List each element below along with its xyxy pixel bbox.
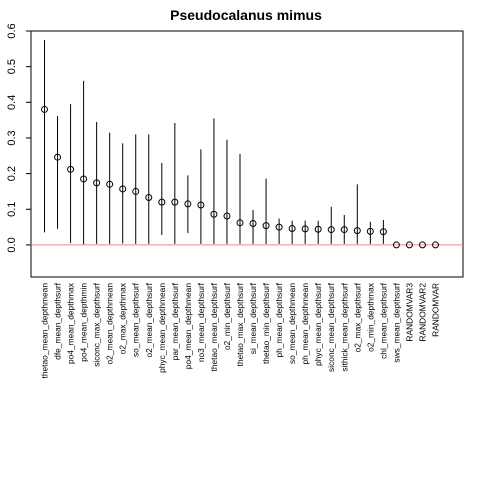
- marks-layer: [41, 39, 439, 249]
- data-point: [366, 227, 374, 235]
- data-point: [262, 222, 270, 230]
- data-point: [93, 179, 101, 187]
- data-point: [210, 210, 218, 218]
- x-category-label: thetao_max_depthsurf: [235, 282, 245, 366]
- data-point: [418, 241, 426, 249]
- x-category-label: si_mean_depthsurf: [248, 282, 258, 354]
- x-category-label: siconc_mean_depthsurf: [326, 282, 336, 372]
- y-axis: 0.0 0.1 0.2 0.3 0.4 0.5 0.6: [6, 23, 31, 253]
- y-tick-label: 0.5: [6, 59, 18, 74]
- x-category-label: RANDOMVAR: [431, 283, 441, 337]
- x-category-label: po4_mean_depthmax: [66, 282, 76, 364]
- x-category-label: o2_min_depthmax: [365, 282, 375, 352]
- data-point: [119, 185, 127, 193]
- x-category-label: sithick_mean_depthsurf: [339, 282, 349, 371]
- x-category-label: o2_min_depthsurf: [222, 282, 232, 350]
- x-category-label: o2_max_depthsurf: [352, 282, 362, 352]
- data-point: [314, 225, 322, 233]
- data-point: [145, 193, 153, 201]
- data-point: [236, 219, 244, 227]
- y-tick-label: 0.4: [6, 95, 18, 110]
- data-point: [54, 153, 62, 161]
- x-category-label: no3_mean_depthsurf: [196, 282, 206, 362]
- data-point: [106, 180, 114, 188]
- data-point: [223, 212, 231, 220]
- y-tick-label: 0.0: [6, 237, 18, 252]
- x-category-label: dfe_mean_depthsurf: [53, 282, 63, 359]
- x-category-label: po4_mean_depthmin: [79, 283, 89, 362]
- data-point: [80, 175, 88, 183]
- x-category-label: siconc_max_depthsurf: [92, 282, 102, 366]
- data-point: [67, 165, 75, 173]
- data-point: [301, 225, 309, 233]
- x-axis-labels: thetao_mean_depthmean dfe_mean_depthsurf p…: [40, 282, 441, 378]
- plot-frame: [30, 30, 464, 278]
- chart-title: Pseudocalanus mimus: [170, 7, 322, 23]
- x-category-label: ph_mean_depthsurf: [274, 282, 284, 357]
- data-point: [41, 105, 48, 113]
- data-point: [249, 220, 257, 228]
- x-category-label: thetao_min_depthsurf: [261, 282, 271, 364]
- data-point: [353, 227, 361, 235]
- data-point: [379, 228, 387, 236]
- x-category-label: RANDOMVAR3: [404, 283, 414, 342]
- data-point: [158, 198, 166, 206]
- data-point: [288, 225, 296, 233]
- x-category-label: chl_mean_depthsurf: [378, 282, 388, 359]
- data-point: [392, 241, 400, 249]
- data-point: [275, 223, 283, 231]
- x-category-label: so_mean_depthmean: [287, 283, 297, 364]
- data-point: [340, 226, 348, 234]
- x-category-label: sws_mean_depthsurf: [391, 282, 401, 362]
- data-point: [184, 200, 192, 208]
- x-category-label: phyc_mean_depthsurf: [313, 282, 323, 366]
- y-tick-label: 0.3: [6, 130, 18, 145]
- y-tick-label: 0.1: [6, 202, 18, 217]
- x-category-label: o2_mean_depthmean: [105, 283, 115, 365]
- x-category-label: ph_mean_depthmean: [300, 283, 310, 365]
- data-point: [132, 187, 140, 195]
- data-point: [327, 226, 335, 234]
- data-point: [432, 241, 439, 249]
- data-point: [171, 198, 179, 206]
- data-point: [197, 201, 205, 209]
- x-category-label: o2_mean_depthsurf: [144, 282, 154, 357]
- x-category-label: thetao_mean_depthmean: [40, 283, 50, 379]
- y-tick-label: 0.6: [6, 23, 18, 38]
- x-category-label: po4_mean_depthmean: [183, 283, 193, 369]
- x-category-label: o2_max_depthmax: [118, 282, 128, 354]
- x-category-label: par_mean_depthsurf: [170, 282, 180, 360]
- y-tick-label: 0.2: [6, 166, 18, 181]
- x-category-label: RANDOMVAR2: [417, 283, 427, 342]
- x-category-label: thetao_mean_depthsurf: [209, 282, 219, 371]
- x-category-label: so_mean_depthsurf: [131, 282, 141, 357]
- x-category-label: phyc_mean_depthmean: [157, 283, 167, 373]
- data-point: [405, 241, 413, 249]
